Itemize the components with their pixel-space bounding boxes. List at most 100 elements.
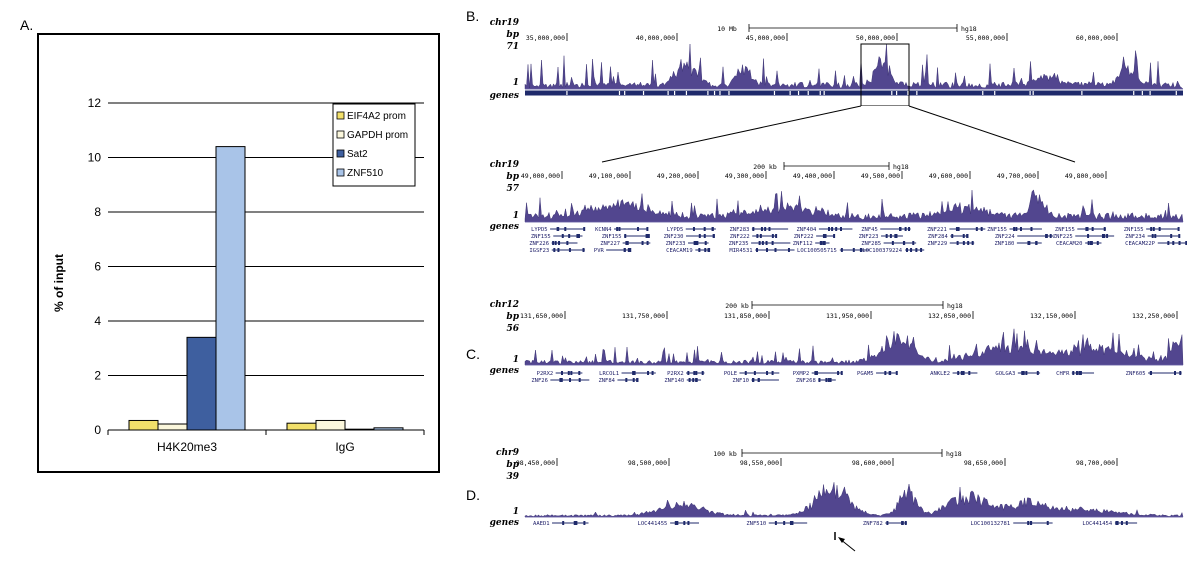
gene-exon [904,521,907,525]
gene-label: ZNF223 [859,234,879,240]
y-tick-label: 6 [94,260,101,274]
gene-exon [885,234,888,238]
gene-exon [553,248,556,252]
gene-exon [636,227,639,231]
gene-exon [707,248,710,252]
gene-exon [1116,521,1119,525]
gene-exon [629,248,632,252]
gene-exon [968,371,971,375]
gene-exon [831,227,834,231]
signal-area [524,482,1184,518]
gene-exon [951,234,954,238]
gene-label: ZNF226 [529,241,549,247]
gene-label: ZNF112 [793,241,813,247]
gene-exon [957,371,960,375]
gene-exon [1078,371,1081,375]
gene-exon [975,227,978,231]
gene-exon [760,227,763,231]
gene-exon [676,521,679,525]
assembly-text: hg18 [893,163,909,171]
gene-exon [1152,227,1155,231]
panel-label-c: C. [466,346,480,362]
gene-label: P2RX2 [667,371,684,377]
gene-exon [761,241,764,245]
gene-label: IGSF23 [529,248,549,254]
gene-label: ZNF221 [927,227,947,233]
gene-exon [751,378,754,382]
genome-track-b1: chr19 bp 71 1 genes 10 Mb hg18 35,000,00… [490,18,1184,106]
gene-gap [719,91,721,95]
scale-ruler: 100 kb hg18 [713,449,962,458]
gene-exon [1174,371,1177,375]
track-max-label: 39 [506,472,519,482]
bp-ticks: 49,000,000 49,100,000 49,200,000 49,300,000… [521,171,1107,180]
bar-chart: 0 2 4 6 8 10 12 H4K20me3 IgG % of input EIF4A2 … [37,33,440,473]
gene-exon [577,234,580,238]
gene-gap [789,91,791,95]
bp-tick-label: 131,750,000 [622,312,665,320]
gene-label: ZNF285 [861,241,881,247]
bp-tick-label: 98,600,000 [852,459,891,467]
signal-area [524,189,1184,223]
gene-exon [583,521,586,525]
gene-exon [583,227,586,231]
gene-exon [632,371,635,375]
gene-exon [839,227,842,231]
x-tick-label: IgG [335,440,354,454]
bp-tick-label: 40,000,000 [636,34,675,42]
gene-exon [912,241,915,245]
gene-gap [907,91,909,95]
gene-exon [971,241,974,245]
gene-exon [904,227,907,231]
gene-exon [819,241,822,245]
gene-exon [693,371,696,375]
gene-exon [1072,371,1075,375]
gene-exon [582,248,585,252]
gene-exon [765,241,768,245]
track-genes-label: genes [490,91,519,101]
gene-exon [552,241,555,245]
scale-ruler: 200 kb hg18 [753,162,909,171]
gene-exon [647,371,650,375]
gene-exon [557,248,560,252]
gene-exon [562,521,565,525]
gene-exon [891,241,894,245]
track-chr-label: chr12 [490,300,519,310]
gene-exon [1178,241,1181,245]
gene-exon [636,378,639,382]
gene-exon [559,378,562,382]
gene-label: CEACAM22P [1125,241,1155,247]
gene-exon [895,234,898,238]
gene-gap [891,91,893,95]
gene-exon [568,234,571,238]
gene-gap [667,91,669,95]
gene-track: LYPD5 KCNN4 LYPD5 ZNF283 ZNF404 ZNF45 ZNF221 ZN… [525,221,1187,254]
zoom-box [860,43,910,106]
gene-label: LOC100505715 [797,248,837,254]
gene-label: PGAM5 [857,371,874,377]
gene-gap [916,91,918,95]
gene-exon [771,371,774,375]
gene-exon [1150,227,1153,231]
genome-track-d: chr9 bp 39 1 genes 100 kb hg18 98,450,00… [490,448,1184,552]
track-genes-label: genes [490,366,519,376]
gene-exon [1178,234,1181,238]
gene-gap [685,91,688,95]
gene-gap [1149,91,1151,95]
gene-label: ZNF404 [797,227,818,233]
gene-exon [1087,234,1090,238]
assembly-text: hg18 [946,450,962,458]
y-axis-label: % of input [52,254,66,312]
gene-exon [766,371,769,375]
gene-exon [894,234,897,238]
gene-exon [1151,234,1154,238]
bp-tick-label: 49,400,000 [793,172,832,180]
gene-exon [627,248,630,252]
signal-area [524,328,1184,366]
gene-exon [701,371,704,375]
bp-tick-label: 98,700,000 [1076,459,1115,467]
gene-exon [837,371,840,375]
gene-label: GOLGA3 [995,371,1015,377]
gene-label: ZNF222 [794,234,814,240]
gene-exon [564,227,567,231]
